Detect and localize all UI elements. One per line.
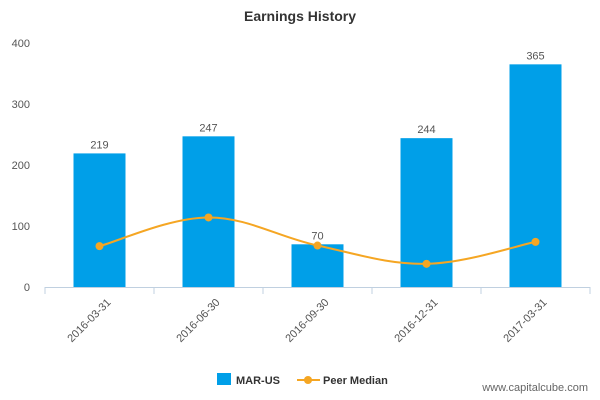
x-tick-label: 2016-06-30 <box>174 297 222 345</box>
bar-value-label: 247 <box>199 122 217 134</box>
bar <box>182 136 235 287</box>
bar-value-label: 365 <box>526 50 544 62</box>
legend-marker-peer-median <box>304 376 312 384</box>
bar <box>291 244 344 287</box>
bar-value-label: 70 <box>311 230 323 242</box>
legend-label-mar-us: MAR-US <box>236 375 280 387</box>
y-tick-label: 100 <box>12 221 30 233</box>
chart-title: Earnings History <box>244 8 356 24</box>
peer-median-point <box>422 259 431 268</box>
peer-median-point <box>204 213 213 222</box>
line-series-peer-median <box>95 213 540 268</box>
y-tick-label: 200 <box>12 160 30 172</box>
bar <box>73 153 126 287</box>
source-credit: www.capitalcube.com <box>482 382 588 394</box>
y-tick-label: 300 <box>12 99 30 111</box>
peer-median-point <box>313 241 322 250</box>
bar <box>509 64 562 287</box>
legend-swatch-mar-us <box>217 373 231 385</box>
chart-legend: MAR-US Peer Median <box>217 373 388 387</box>
legend-label-peer-median: Peer Median <box>323 375 388 387</box>
bar-value-labels: 219 247 70 244 365 <box>90 50 544 242</box>
bar-value-label: 244 <box>417 124 435 136</box>
x-tick-label: 2016-03-31 <box>65 297 113 345</box>
peer-median-point <box>95 242 104 251</box>
peer-median-point <box>531 237 540 246</box>
x-tick-label: 2017-03-31 <box>501 297 549 345</box>
bar-value-label: 219 <box>90 139 108 151</box>
x-tick-label: 2016-12-31 <box>392 297 440 345</box>
bar-series-mar-us <box>73 64 562 287</box>
x-axis: 2016-03-31 2016-06-30 2016-09-30 2016-12-31… <box>44 287 591 345</box>
y-axis: 0 100 200 300 400 <box>12 38 30 294</box>
y-tick-label: 0 <box>24 282 30 294</box>
y-tick-label: 400 <box>12 38 30 50</box>
x-tick-label: 2016-09-30 <box>283 297 331 345</box>
